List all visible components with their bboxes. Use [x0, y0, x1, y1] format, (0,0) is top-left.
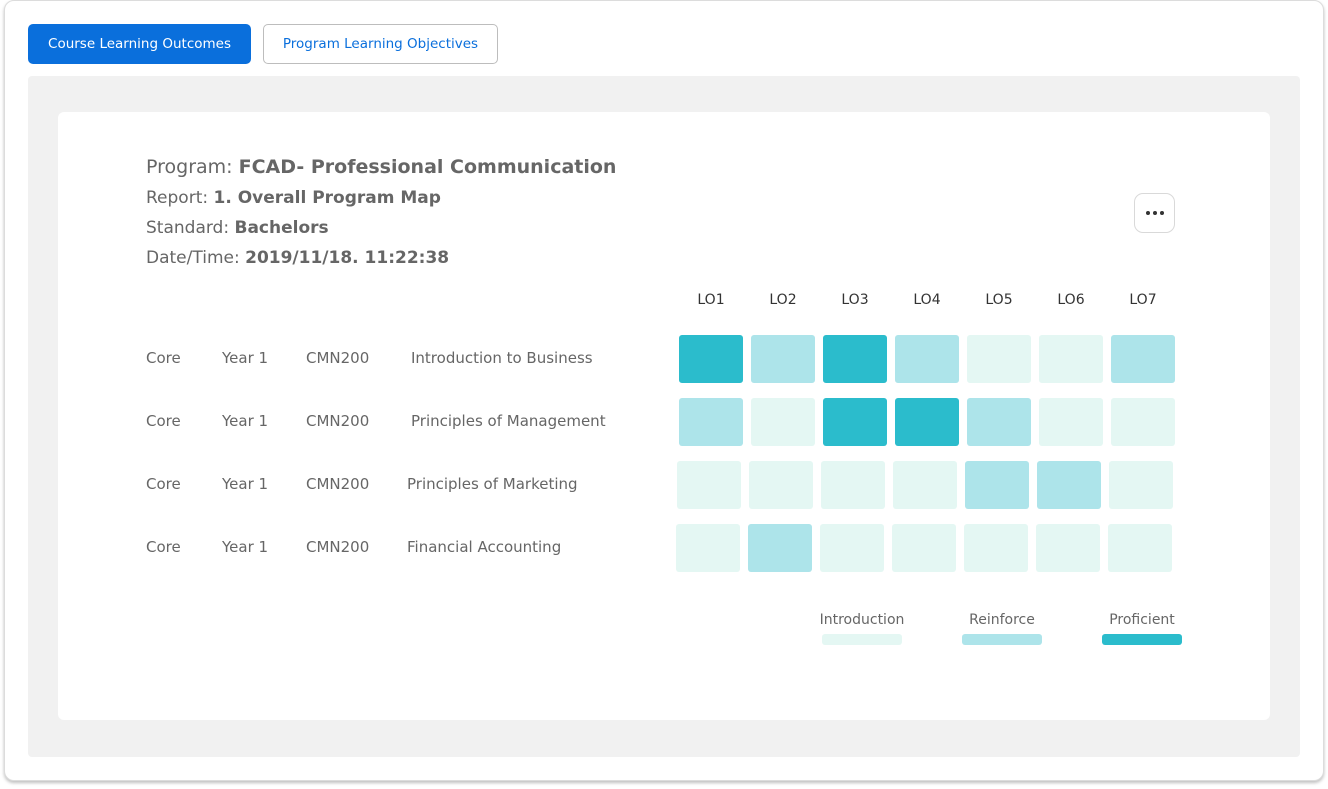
map-cell-reinforce[interactable]	[1037, 461, 1101, 509]
course-code: CMN200	[306, 349, 370, 367]
report-value: 1. Overall Program Map	[213, 188, 441, 208]
standard-label: Standard:	[146, 218, 230, 238]
program-value: FCAD- Professional Communication	[238, 156, 617, 178]
course-name: Principles of Management	[411, 412, 606, 430]
course-year: Year 1	[222, 412, 269, 430]
tab-program-learning-objectives[interactable]: Program Learning Objectives	[263, 24, 498, 64]
map-cell-introduction[interactable]	[1111, 398, 1175, 446]
date-line: Date/Time: 2019/11/18. 11:22:38	[146, 248, 449, 268]
map-cell-introduction[interactable]	[820, 524, 884, 572]
course-code: CMN200	[306, 475, 370, 493]
course-year: Year 1	[222, 538, 269, 556]
course-code: CMN200	[306, 412, 370, 430]
lo-header-lo7: LO7	[1129, 292, 1157, 308]
course-name: Introduction to Business	[411, 349, 593, 367]
map-cell-introduction[interactable]	[892, 524, 956, 572]
course-year: Year 1	[222, 349, 269, 367]
report-label: Report:	[146, 188, 209, 208]
map-cell-reinforce[interactable]	[895, 335, 959, 383]
map-cell-proficient[interactable]	[895, 398, 959, 446]
map-cell-reinforce[interactable]	[748, 524, 812, 572]
lo-header-lo2: LO2	[769, 292, 797, 308]
map-cell-introduction[interactable]	[1039, 398, 1103, 446]
map-cell-introduction[interactable]	[677, 461, 741, 509]
legend-swatch-proficient	[1102, 634, 1182, 645]
map-cell-introduction[interactable]	[751, 398, 815, 446]
legend-swatch-reinforce	[962, 634, 1042, 645]
course-type: Core	[146, 475, 181, 493]
map-cell-introduction[interactable]	[821, 461, 885, 509]
lo-header-lo4: LO4	[913, 292, 941, 308]
legend-label-reinforce: Reinforce	[969, 612, 1035, 628]
map-cell-reinforce[interactable]	[679, 398, 743, 446]
report-line: Report: 1. Overall Program Map	[146, 188, 441, 208]
map-cell-introduction[interactable]	[676, 524, 740, 572]
map-cell-reinforce[interactable]	[751, 335, 815, 383]
standard-value: Bachelors	[234, 218, 329, 238]
map-cell-proficient[interactable]	[823, 335, 887, 383]
map-cell-introduction[interactable]	[967, 335, 1031, 383]
program-label: Program:	[146, 156, 233, 178]
map-cell-proficient[interactable]	[823, 398, 887, 446]
program-line: Program: FCAD- Professional Communicatio…	[146, 156, 616, 178]
map-cell-reinforce[interactable]	[1111, 335, 1175, 383]
course-type: Core	[146, 349, 181, 367]
map-cell-introduction[interactable]	[1039, 335, 1103, 383]
map-cell-introduction[interactable]	[749, 461, 813, 509]
lo-header-lo5: LO5	[985, 292, 1013, 308]
map-cell-introduction[interactable]	[964, 524, 1028, 572]
map-cell-reinforce[interactable]	[965, 461, 1029, 509]
course-name: Financial Accounting	[407, 538, 562, 556]
course-code: CMN200	[306, 538, 370, 556]
lo-header-lo6: LO6	[1057, 292, 1085, 308]
more-options-button[interactable]	[1134, 193, 1175, 233]
map-cell-introduction[interactable]	[1108, 524, 1172, 572]
map-cell-introduction[interactable]	[1036, 524, 1100, 572]
date-value: 2019/11/18. 11:22:38	[245, 248, 450, 268]
legend-label-introduction: Introduction	[819, 612, 905, 628]
course-year: Year 1	[222, 475, 269, 493]
legend-label-proficient: Proficient	[1109, 612, 1175, 628]
lo-header-lo1: LO1	[697, 292, 725, 308]
standard-line: Standard: Bachelors	[146, 218, 329, 238]
lo-header-lo3: LO3	[841, 292, 869, 308]
more-horizontal-icon	[1145, 211, 1164, 215]
map-cell-introduction[interactable]	[1109, 461, 1173, 509]
tab-course-learning-outcomes[interactable]: Course Learning Outcomes	[28, 24, 251, 64]
map-cell-proficient[interactable]	[679, 335, 743, 383]
map-cell-reinforce[interactable]	[967, 398, 1031, 446]
course-type: Core	[146, 538, 181, 556]
legend-swatch-introduction	[822, 634, 902, 645]
course-name: Principles of Marketing	[407, 475, 578, 493]
course-type: Core	[146, 412, 181, 430]
date-label: Date/Time:	[146, 248, 240, 268]
map-cell-introduction[interactable]	[893, 461, 957, 509]
